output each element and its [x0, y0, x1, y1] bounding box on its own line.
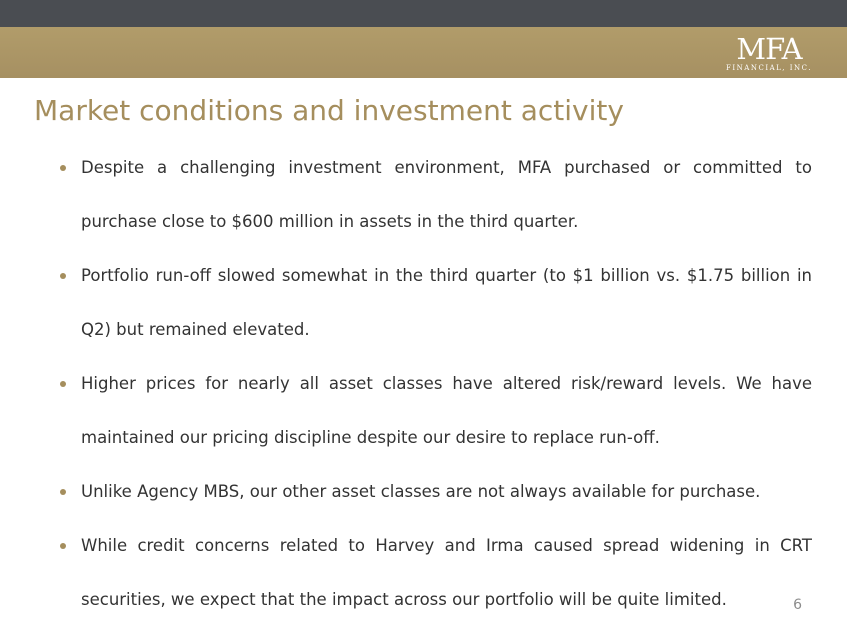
bullet-text: Despite a challenging investment environ… [81, 158, 812, 231]
company-logo: MFA FINANCIAL, INC. [711, 35, 827, 75]
bullet-dot-icon [60, 543, 66, 549]
header-band [0, 27, 847, 78]
bullet-item: Higher prices for nearly all asset class… [56, 357, 812, 465]
bullet-dot-icon [60, 381, 66, 387]
bullet-item: While credit concerns related to Harvey … [56, 519, 812, 627]
page-number: 6 [793, 597, 802, 613]
bullet-item: Portfolio run-off slowed somewhat in the… [56, 249, 812, 357]
bullet-text: Unlike Agency MBS, our other asset class… [81, 482, 761, 501]
logo-mark: MFA [736, 32, 802, 66]
bullet-text: Higher prices for nearly all asset class… [81, 374, 812, 447]
bullet-item: Despite a challenging investment environ… [56, 141, 812, 249]
top-band [0, 0, 847, 27]
bullet-list: Despite a challenging investment environ… [56, 141, 812, 627]
bullet-text: Portfolio run-off slowed somewhat in the… [81, 266, 812, 339]
bullet-dot-icon [60, 165, 66, 171]
bullet-text: While credit concerns related to Harvey … [81, 536, 812, 609]
bullet-dot-icon [60, 273, 66, 279]
logo-subtext: FINANCIAL, INC. [726, 64, 812, 72]
bullet-item: Unlike Agency MBS, our other asset class… [56, 465, 812, 519]
slide-title: Market conditions and investment activit… [34, 94, 624, 127]
bullet-dot-icon [60, 489, 66, 495]
